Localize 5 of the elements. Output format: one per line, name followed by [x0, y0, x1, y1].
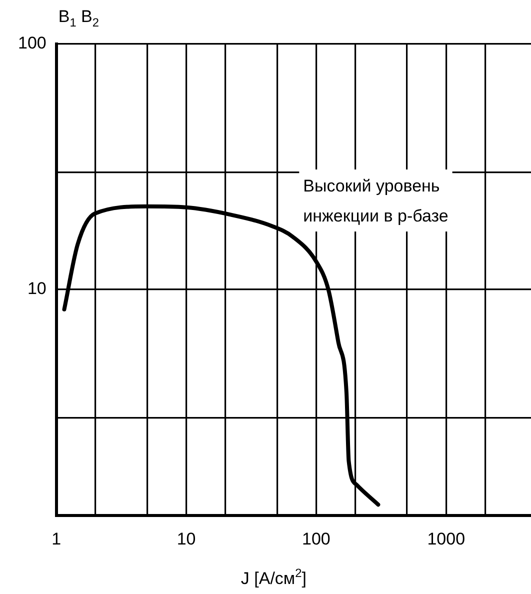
x-tick-label: 1 — [52, 529, 62, 548]
annotation: Высокий уровень инжекции в p-базе — [303, 176, 448, 226]
x-tick-label: 1000 — [427, 529, 466, 548]
x-tick-label: 100 — [302, 529, 330, 548]
x-tick-label: 10 — [176, 529, 196, 548]
